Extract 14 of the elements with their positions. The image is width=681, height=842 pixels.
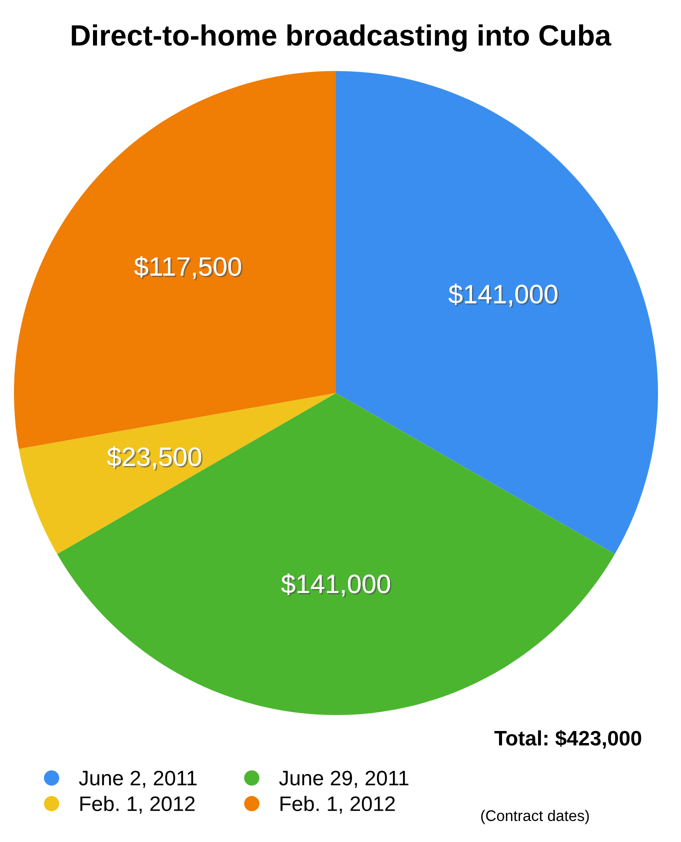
legend-label: June 29, 2011 [279, 770, 408, 788]
pie-slice [57, 393, 615, 715]
text: (Contract dates) [481, 810, 589, 824]
data-label: $141,000 [281, 573, 392, 598]
legend-label: June 2, 2011 [78, 770, 197, 788]
text: Total: $423,000 [494, 730, 642, 749]
legend-label: Feb. 1, 2012 [280, 796, 395, 814]
pie-slice [336, 71, 658, 554]
data-label: $23,500 [107, 446, 203, 471]
chart-title: Direct-to-home broadcasting into Cuba [72, 24, 612, 52]
legend-label: Feb. 1, 2012 [80, 796, 195, 814]
data-label: $117,500 [134, 256, 242, 280]
pie-slice [18, 393, 336, 554]
data-label: $141,000 [448, 284, 559, 308]
